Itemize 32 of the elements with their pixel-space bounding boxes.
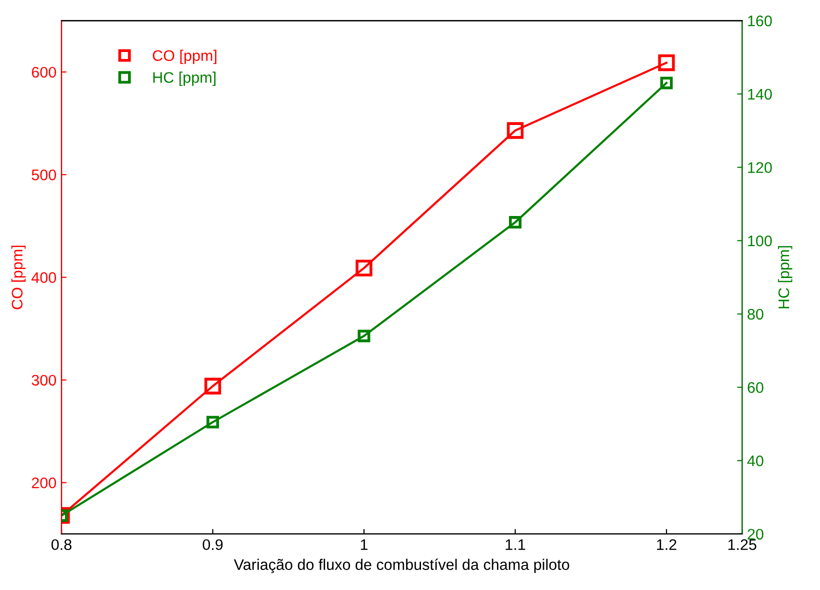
point — [356, 260, 372, 276]
point — [204, 378, 222, 394]
legend-label: HC [ppm] — [153, 72, 216, 86]
y-axis-title: CO [ppm] — [11, 246, 26, 310]
point — [206, 416, 219, 428]
x-tick-label: 1 — [360, 539, 368, 550]
point — [358, 330, 370, 342]
y2-tick-label: 120 — [748, 162, 772, 173]
y-tick-label: 400 — [32, 272, 56, 283]
point — [658, 54, 675, 72]
point — [506, 122, 524, 139]
y2-tick-label: 60 — [748, 382, 764, 393]
x-tick-label: 1.2 — [657, 539, 676, 550]
y-tick-label: 300 — [32, 374, 56, 386]
y2-tick-label: 160 — [748, 16, 772, 26]
legend-label: CO [ppm] — [152, 50, 216, 64]
y-tick-label: 200 — [32, 477, 56, 488]
y2-tick-label: 40 — [747, 455, 764, 466]
point — [508, 216, 522, 229]
y2-tick-label: 140 — [748, 88, 772, 100]
x-tick-label: 1.25 — [728, 539, 756, 550]
y-tick-label: 500 — [32, 170, 56, 180]
y2-axis-title: HC [ppm] — [778, 246, 792, 308]
x-tick-label: 0.9 — [202, 539, 223, 550]
y2-tick-label: 100 — [748, 236, 772, 246]
y-tick-label: 600 — [32, 66, 56, 78]
y2-tick-label: 80 — [748, 308, 764, 320]
x-tick-label: 0.8 — [51, 539, 72, 550]
x-axis-title: Variação do fluxo de combustível da chama piloto — [234, 558, 570, 574]
y2-tick-label: 20 — [748, 528, 764, 540]
point — [660, 76, 673, 90]
x-tick-label: 1.1 — [506, 539, 526, 550]
